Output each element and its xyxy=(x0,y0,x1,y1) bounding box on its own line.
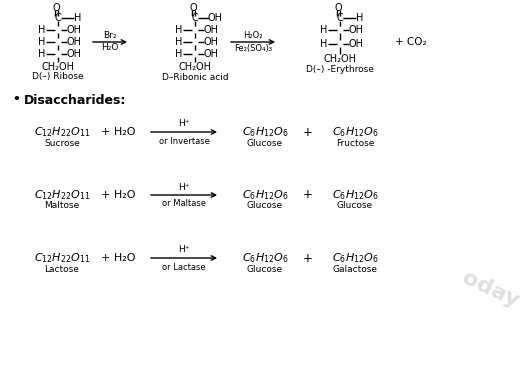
Text: OH: OH xyxy=(66,49,81,59)
Text: $C_{12}H_{22}O_{11}$: $C_{12}H_{22}O_{11}$ xyxy=(34,188,90,202)
Text: or Lactase: or Lactase xyxy=(162,263,206,272)
Text: $C_{12}H_{22}O_{11}$: $C_{12}H_{22}O_{11}$ xyxy=(34,125,90,139)
Text: D(–) Ribose: D(–) Ribose xyxy=(32,72,84,81)
Text: O: O xyxy=(189,3,197,13)
Text: •: • xyxy=(12,94,20,107)
Text: Sucrose: Sucrose xyxy=(44,138,80,147)
Text: +: + xyxy=(303,188,313,201)
Text: H: H xyxy=(356,13,364,23)
Text: H⁺: H⁺ xyxy=(178,245,190,254)
Text: Br₂: Br₂ xyxy=(103,31,117,41)
Text: H⁺: H⁺ xyxy=(178,182,190,191)
Text: H: H xyxy=(176,37,182,47)
Text: OH: OH xyxy=(204,25,219,35)
Text: $C_{12}H_{22}O_{11}$: $C_{12}H_{22}O_{11}$ xyxy=(34,251,90,265)
Text: $C_6H_{12}O_6$: $C_6H_{12}O_6$ xyxy=(331,125,378,139)
Text: Galactose: Galactose xyxy=(332,264,378,273)
Text: CH₂OH: CH₂OH xyxy=(323,54,356,64)
Text: H⁺: H⁺ xyxy=(178,119,190,129)
Text: OH: OH xyxy=(204,49,219,59)
Text: +: + xyxy=(303,125,313,138)
Text: C: C xyxy=(192,13,198,23)
Text: $C_6H_{12}O_6$: $C_6H_{12}O_6$ xyxy=(242,125,288,139)
Text: O: O xyxy=(334,3,342,13)
Text: Glucose: Glucose xyxy=(337,201,373,210)
Text: H: H xyxy=(38,37,46,47)
Text: H: H xyxy=(38,49,46,59)
Text: D–Ribonic acid: D–Ribonic acid xyxy=(162,72,228,81)
Text: Fructose: Fructose xyxy=(336,138,374,147)
Text: Lactose: Lactose xyxy=(45,264,79,273)
Text: H: H xyxy=(38,25,46,35)
Text: Glucose: Glucose xyxy=(247,264,283,273)
Text: oday: oday xyxy=(459,268,521,312)
Text: + H₂O: + H₂O xyxy=(101,127,135,137)
Text: $C_6H_{12}O_6$: $C_6H_{12}O_6$ xyxy=(242,251,288,265)
Text: O: O xyxy=(52,3,60,13)
Text: $C_6H_{12}O_6$: $C_6H_{12}O_6$ xyxy=(331,251,378,265)
Text: or Maltase: or Maltase xyxy=(162,200,206,209)
Text: Glucose: Glucose xyxy=(247,201,283,210)
Text: OH: OH xyxy=(204,37,219,47)
Text: CH₂OH: CH₂OH xyxy=(41,62,74,72)
Text: H: H xyxy=(176,25,182,35)
Text: +: + xyxy=(303,251,313,264)
Text: Maltose: Maltose xyxy=(44,201,80,210)
Text: C: C xyxy=(55,13,61,23)
Text: H: H xyxy=(74,13,82,23)
Text: C: C xyxy=(337,13,343,23)
Text: D(–) -Erythrose: D(–) -Erythrose xyxy=(306,65,374,73)
Text: H₂O: H₂O xyxy=(101,44,119,53)
Text: Glucose: Glucose xyxy=(247,138,283,147)
Text: or Invertase: or Invertase xyxy=(159,137,210,145)
Text: OH: OH xyxy=(207,13,222,23)
Text: OH: OH xyxy=(66,25,81,35)
Text: OH: OH xyxy=(348,25,363,35)
Text: + H₂O: + H₂O xyxy=(101,253,135,263)
Text: H: H xyxy=(176,49,182,59)
Text: $C_6H_{12}O_6$: $C_6H_{12}O_6$ xyxy=(242,188,288,202)
Text: H₂O₂: H₂O₂ xyxy=(243,31,263,40)
Text: $C_6H_{12}O_6$: $C_6H_{12}O_6$ xyxy=(331,188,378,202)
Text: Fe₂(SO₄)₃: Fe₂(SO₄)₃ xyxy=(234,44,272,53)
Text: H: H xyxy=(320,25,328,35)
Text: H: H xyxy=(320,39,328,49)
Text: OH: OH xyxy=(348,39,363,49)
Text: OH: OH xyxy=(66,37,81,47)
Text: Disaccharides:: Disaccharides: xyxy=(24,94,127,107)
Text: + CO₂: + CO₂ xyxy=(395,37,427,47)
Text: CH₂OH: CH₂OH xyxy=(179,62,212,72)
Text: + H₂O: + H₂O xyxy=(101,190,135,200)
